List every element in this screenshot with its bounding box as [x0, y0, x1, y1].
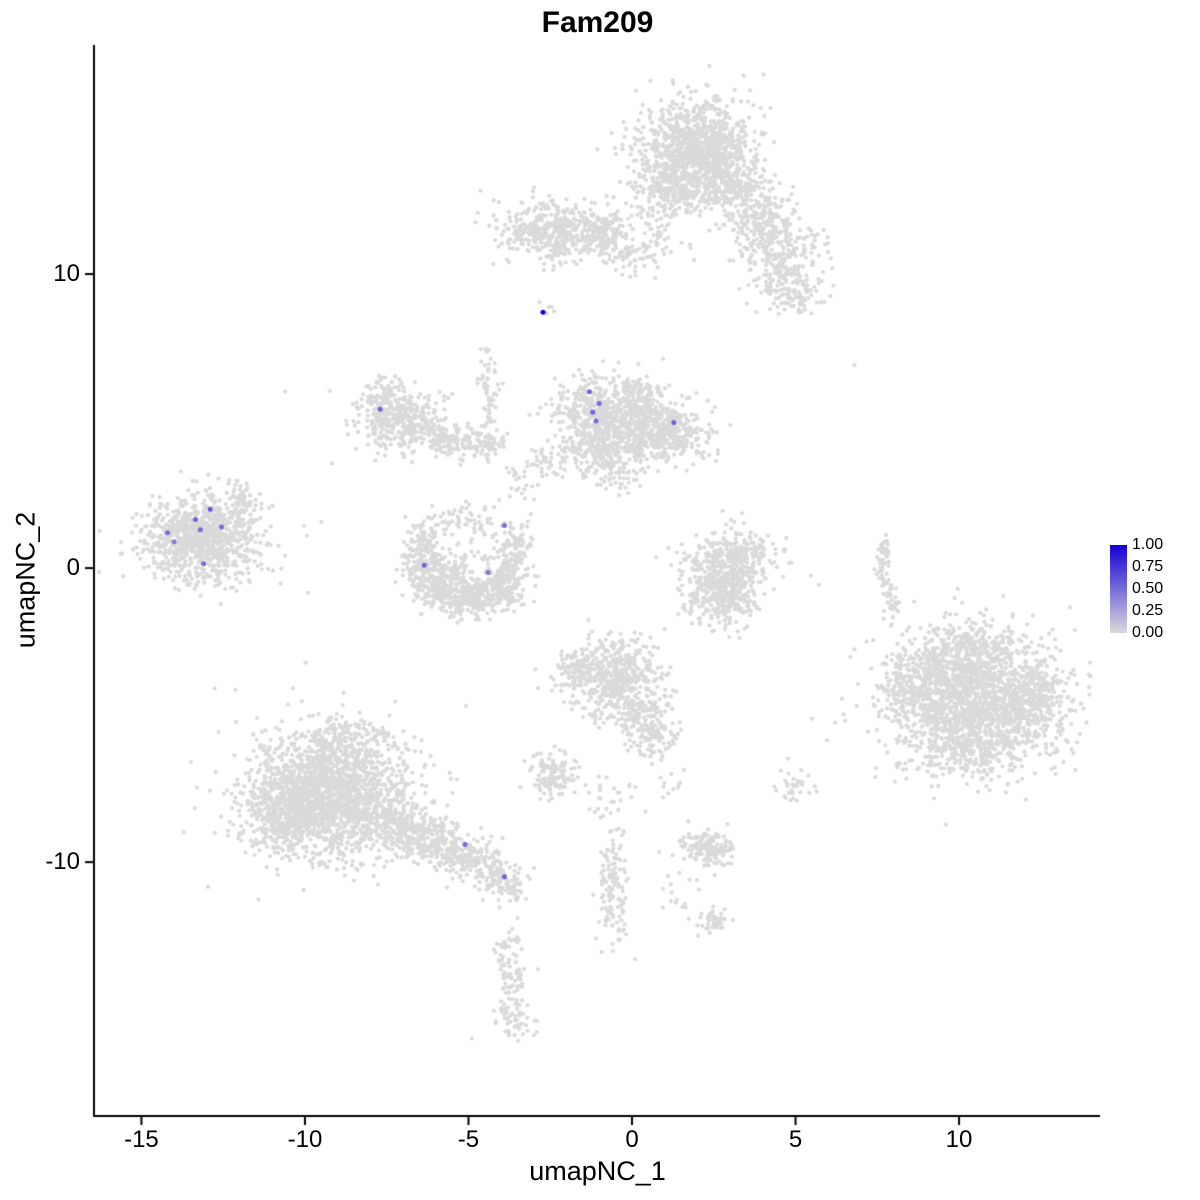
colorbar-gradient: [1110, 545, 1127, 633]
y-tick-label-0: 10: [53, 260, 80, 288]
x-tick-label-0: -15: [124, 1126, 159, 1153]
x-tick-label-1: -10: [287, 1126, 323, 1153]
y-tick-label-1: 0: [66, 554, 80, 582]
legend-tick-label-2: 0.50: [1132, 580, 1164, 597]
legend-tick-label-1: 0.75: [1132, 558, 1164, 575]
x-tick-label-5: 10: [945, 1126, 973, 1153]
legend-tick-label-3: 0.25: [1132, 602, 1164, 619]
x-axis-label: umapNC_1: [529, 1156, 666, 1186]
x-tick-label-2: -5: [457, 1126, 480, 1153]
x-tick-label-4: 5: [788, 1126, 803, 1153]
legend-tick-label-4: 0.00: [1132, 624, 1164, 641]
y-tick-label-2: -10: [45, 848, 80, 876]
legend-tick-label-0: 1.00: [1132, 536, 1164, 553]
x-tick-label-3: 0: [625, 1126, 639, 1153]
chart-title: Fam209: [541, 6, 654, 39]
